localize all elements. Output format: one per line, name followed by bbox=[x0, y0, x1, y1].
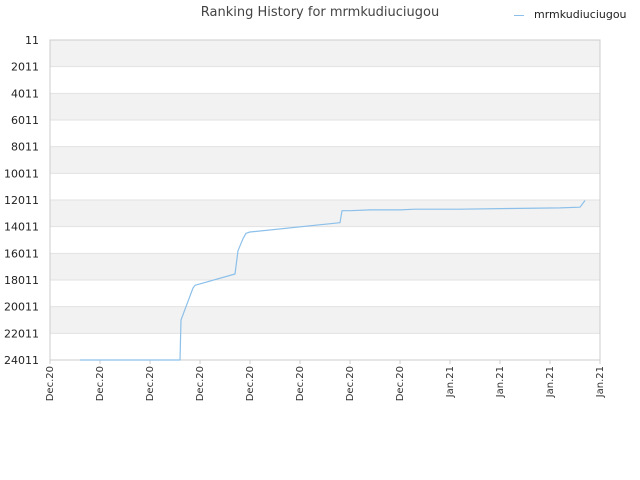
x-tick-label: Jan.21 bbox=[545, 366, 556, 398]
x-tick-label: Dec.20 bbox=[95, 366, 106, 401]
grid-band bbox=[50, 120, 600, 147]
legend-swatch bbox=[514, 15, 524, 16]
grid-band bbox=[50, 333, 600, 360]
x-tick-label: Dec.20 bbox=[245, 366, 256, 401]
plot-border bbox=[49, 39, 601, 361]
grid-band bbox=[50, 173, 600, 200]
x-tick-label: Dec.20 bbox=[295, 366, 306, 401]
y-tick-label: 6011 bbox=[11, 114, 39, 127]
legend-label: mrmkudiuciugou bbox=[534, 8, 627, 21]
grid-band bbox=[50, 226, 600, 254]
grid-band bbox=[50, 66, 600, 94]
x-tick-label: Jan.21 bbox=[595, 366, 606, 398]
y-tick-label: 24011 bbox=[4, 354, 39, 367]
grid-band bbox=[50, 306, 600, 334]
x-tick-label: Jan.21 bbox=[445, 366, 456, 398]
y-tick-label: 14011 bbox=[4, 221, 39, 234]
x-tick-label: Dec.20 bbox=[145, 366, 156, 401]
series-line bbox=[80, 200, 586, 361]
y-tick-label: 16011 bbox=[4, 247, 39, 260]
y-tick-label: 4011 bbox=[11, 87, 39, 100]
y-tick-label: 20011 bbox=[4, 301, 39, 314]
y-tick-label: 12011 bbox=[4, 194, 39, 207]
y-tick-label: 8011 bbox=[11, 141, 39, 154]
grid-band bbox=[50, 200, 600, 227]
x-tick-label: Jan.21 bbox=[495, 366, 506, 398]
x-tick-label: Dec.20 bbox=[45, 366, 56, 401]
x-tick-label: Dec.20 bbox=[195, 366, 206, 401]
grid-band bbox=[50, 93, 600, 120]
y-tick-label: 22011 bbox=[4, 327, 39, 340]
x-tick-label: Dec.20 bbox=[395, 366, 406, 401]
x-tick-label: Dec.20 bbox=[345, 366, 356, 401]
y-tick-label: 18011 bbox=[4, 274, 39, 287]
grid-band bbox=[50, 146, 600, 174]
chart-title: Ranking History for mrmkudiuciugou bbox=[200, 5, 440, 20]
y-tick-label: 10011 bbox=[4, 167, 39, 180]
grid-band bbox=[50, 40, 600, 67]
grid-band bbox=[50, 253, 600, 280]
y-tick-label: 11 bbox=[25, 34, 39, 47]
grid-band bbox=[50, 280, 600, 307]
y-tick-label: 2011 bbox=[11, 61, 39, 74]
